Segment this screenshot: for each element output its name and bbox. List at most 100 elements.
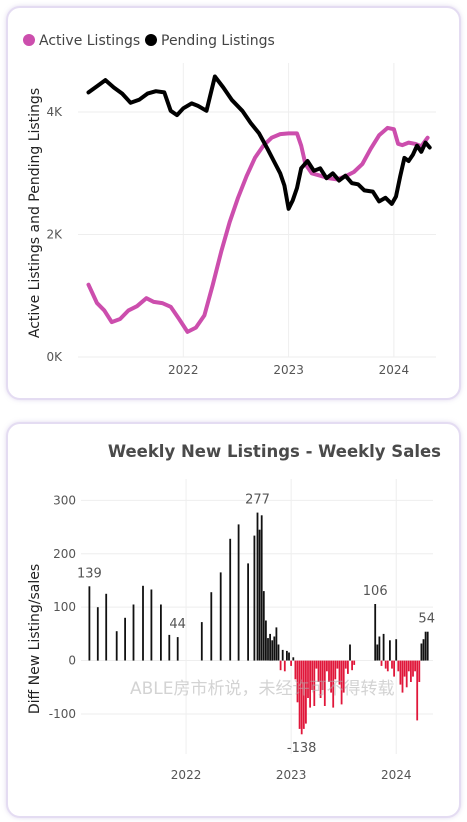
bar <box>115 631 118 661</box>
listings-line-chart: Active Listings Pending Listings Active … <box>23 33 436 377</box>
bar <box>124 617 126 661</box>
bar <box>247 563 249 661</box>
bar <box>338 660 341 685</box>
bar <box>319 660 322 698</box>
bar <box>405 660 408 688</box>
bar <box>105 593 108 661</box>
bar <box>336 660 339 669</box>
chart-title: Weekly New Listings - Weekly Sales <box>108 442 441 461</box>
bar <box>258 529 261 661</box>
bar <box>200 622 203 661</box>
bar <box>353 660 356 665</box>
bar <box>374 604 377 661</box>
bar <box>418 660 421 682</box>
bar <box>260 515 263 661</box>
y-axis-title: Diff New Listing/sales <box>27 564 43 714</box>
bar <box>292 657 295 661</box>
bar <box>351 660 353 671</box>
bar <box>262 591 265 661</box>
data-label: 106 <box>363 584 388 599</box>
bar <box>414 660 416 672</box>
bar <box>384 660 387 669</box>
legend-label-pending-listings: Pending Listings <box>161 33 275 49</box>
bar <box>380 660 383 666</box>
y-tick-label: 0K <box>46 350 63 364</box>
bar <box>273 636 276 661</box>
bar <box>403 660 406 677</box>
bar <box>210 592 213 661</box>
legend: Active Listings Pending Listings <box>23 33 275 49</box>
bar <box>332 660 335 708</box>
bar <box>315 660 318 669</box>
data-label: 139 <box>77 566 102 581</box>
x-tick-label: 2024 <box>381 768 412 782</box>
x-tick-labels: 2022 2023 2024 <box>168 363 409 377</box>
x-tick-label: 2023 <box>273 363 304 377</box>
bar <box>389 640 391 661</box>
bar <box>142 585 144 661</box>
legend-label-active-listings: Active Listings <box>39 33 140 49</box>
bar <box>168 634 171 661</box>
bar <box>88 586 91 661</box>
bar <box>317 660 320 682</box>
bar <box>321 660 324 690</box>
bar <box>386 660 389 672</box>
x-tick-label: 2023 <box>276 768 307 782</box>
bar <box>410 660 412 682</box>
y-tick-label: -100 <box>49 707 76 721</box>
series-lines <box>86 74 432 334</box>
weekly-diff-bar-chart: Weekly New Listings - Weekly Sales Diff … <box>27 442 441 782</box>
y-axis-title: Active Listings and Pending Listings <box>27 88 43 338</box>
listings-chart-card: Active Listings Pending Listings Active … <box>6 6 461 400</box>
bar <box>309 660 311 708</box>
bar <box>281 649 284 661</box>
bar <box>150 589 153 661</box>
series-line-pending-listings <box>86 74 432 211</box>
bar <box>328 660 330 682</box>
data-labels: 139 44 277 -138 106 54 <box>77 493 435 757</box>
bar <box>96 607 99 661</box>
bar <box>323 660 326 706</box>
y-tick-label: 0 <box>68 654 76 668</box>
data-label: 44 <box>169 617 186 632</box>
bar <box>407 660 410 672</box>
bar <box>422 639 425 661</box>
bar <box>349 644 351 661</box>
bar <box>426 631 429 661</box>
x-tick-label: 2022 <box>168 363 199 377</box>
bar <box>307 660 309 698</box>
bar <box>378 636 381 661</box>
bar <box>340 660 343 705</box>
bar <box>347 660 349 674</box>
bar <box>288 652 290 661</box>
x-tick-label: 2024 <box>379 363 410 377</box>
bar <box>401 660 404 693</box>
bar <box>277 644 280 661</box>
bars <box>88 512 429 735</box>
bar <box>267 638 269 661</box>
legend-marker-pending <box>145 34 157 46</box>
bar <box>283 660 286 672</box>
bar <box>313 660 316 706</box>
watermark: ABLE房市析说，未经许可不得转载 <box>130 679 395 699</box>
series-line-active-listings <box>86 125 430 334</box>
data-label: 277 <box>245 493 270 508</box>
bar <box>397 660 400 672</box>
y-tick-label: 200 <box>53 547 76 561</box>
bar <box>330 660 332 693</box>
y-tick-labels: 0K 2K 4K <box>46 105 63 364</box>
bar <box>412 660 414 677</box>
bar <box>275 627 278 661</box>
bar <box>290 660 292 666</box>
bar <box>420 643 423 661</box>
x-tick-label: 2022 <box>171 768 202 782</box>
bar <box>395 639 398 661</box>
bar <box>176 637 179 661</box>
bar <box>311 660 314 690</box>
bar <box>286 650 288 661</box>
bar <box>160 604 162 661</box>
y-tick-label: 100 <box>53 600 76 614</box>
bar <box>237 524 240 661</box>
bar <box>253 535 256 661</box>
bar <box>271 640 274 661</box>
